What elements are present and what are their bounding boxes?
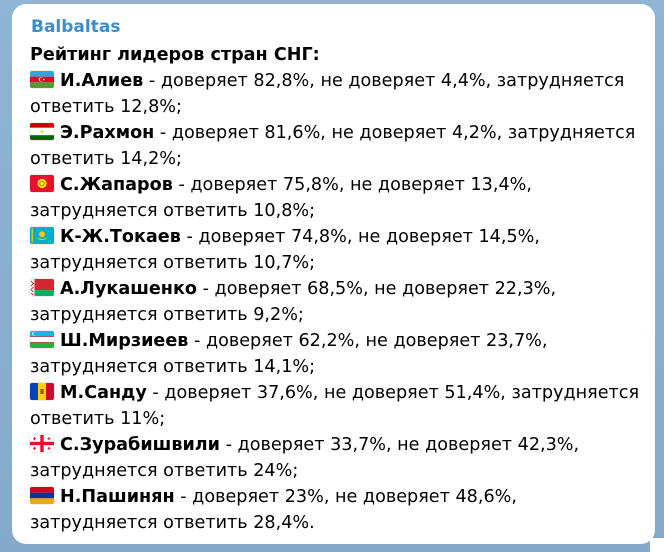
kyrgyzstan-flag-icon (30, 175, 54, 192)
rating-text: - доверяет 33,7%, не доверяет 42,3%, (220, 435, 580, 455)
leader-name: И.Алиев (60, 71, 144, 91)
azerbaijan-flag-icon (30, 71, 54, 88)
list-item: С.Жапаров - доверяет 75,8%, не доверяет … (30, 172, 655, 224)
message-heading: Рейтинг лидеров стран СНГ: (30, 45, 320, 65)
rating-text: - доверяет 81,6%, не доверяет 4,2%, затр… (154, 123, 636, 143)
list-item: С.Зурабишвили - доверяет 33,7%, не довер… (30, 432, 655, 484)
message-bubble[interactable]: Balbaltas Рейтинг лидеров стран СНГ: И.А… (12, 4, 655, 544)
leader-name: Ш.Мирзиеев (60, 331, 189, 351)
rating-text-cont: затрудняется ответить 28,4%. (30, 513, 315, 533)
rating-text-cont: затрудняется ответить 10,7%; (30, 253, 316, 273)
rating-text: - доверяет 37,6%, не доверяет 51,4%, зат… (146, 383, 640, 403)
tajikistan-flag-icon (30, 123, 54, 140)
rating-text: - доверяет 74,8%, не доверяет 14,5%, (180, 227, 540, 247)
leader-name: Н.Пашинян (60, 487, 175, 507)
rating-text: - доверяет 23%, не доверяет 48,6%, (174, 487, 517, 507)
belarus-flag-icon (30, 279, 54, 296)
list-item: Ш.Мирзиеев - доверяет 62,2%, не доверяет… (30, 328, 655, 380)
rating-text-cont: ответить 12,8%; (30, 97, 182, 117)
list-item: К-Ж.Токаев - доверяет 74,8%, не доверяет… (30, 224, 655, 276)
uzbekistan-flag-icon (30, 331, 54, 348)
rating-text: - доверяет 62,2%, не доверяет 23,7%, (188, 331, 548, 351)
leader-name: М.Санду (60, 383, 147, 403)
georgia-flag-icon (30, 435, 54, 452)
list-item: Э.Рахмон - доверяет 81,6%, не доверяет 4… (30, 120, 655, 172)
kazakhstan-flag-icon (30, 227, 54, 244)
rating-text: - доверяет 75,8%, не доверяет 13,4%, (172, 175, 532, 195)
list-item: М.Санду - доверяет 37,6%, не доверяет 51… (30, 380, 655, 432)
leader-name: А.Лукашенко (60, 279, 197, 299)
leader-name: К-Ж.Токаев (60, 227, 181, 247)
rating-text-cont: затрудняется ответить 14,1%; (30, 357, 316, 377)
rating-text-cont: ответить 11%; (30, 409, 166, 429)
rating-text-cont: затрудняется ответить 9,2%; (30, 305, 304, 325)
list-item: Н.Пашинян - доверяет 23%, не доверяет 48… (30, 484, 655, 536)
sender-name[interactable]: Balbaltas (31, 17, 121, 37)
window-corner (650, 538, 664, 552)
armenia-flag-icon (30, 487, 54, 504)
moldova-flag-icon (30, 383, 54, 400)
rating-text-cont: затрудняется ответить 10,8%; (30, 201, 316, 221)
rating-text-cont: ответить 14,2%; (30, 149, 182, 169)
list-item: И.Алиев - доверяет 82,8%, не доверяет 4,… (30, 68, 655, 120)
message-text: Рейтинг лидеров стран СНГ: И.Алиев - дов… (30, 42, 655, 536)
rating-text-cont: затрудняется ответить 24%; (30, 461, 299, 481)
rating-text: - доверяет 82,8%, не доверяет 4,4%, затр… (143, 71, 625, 91)
leader-name: Э.Рахмон (60, 123, 155, 143)
list-item: А.Лукашенко - доверяет 68,5%, не доверяе… (30, 276, 655, 328)
leader-name: С.Зурабишвили (60, 435, 221, 455)
leader-name: С.Жапаров (60, 175, 173, 195)
rating-text: - доверяет 68,5%, не доверяет 22,3%, (197, 279, 557, 299)
